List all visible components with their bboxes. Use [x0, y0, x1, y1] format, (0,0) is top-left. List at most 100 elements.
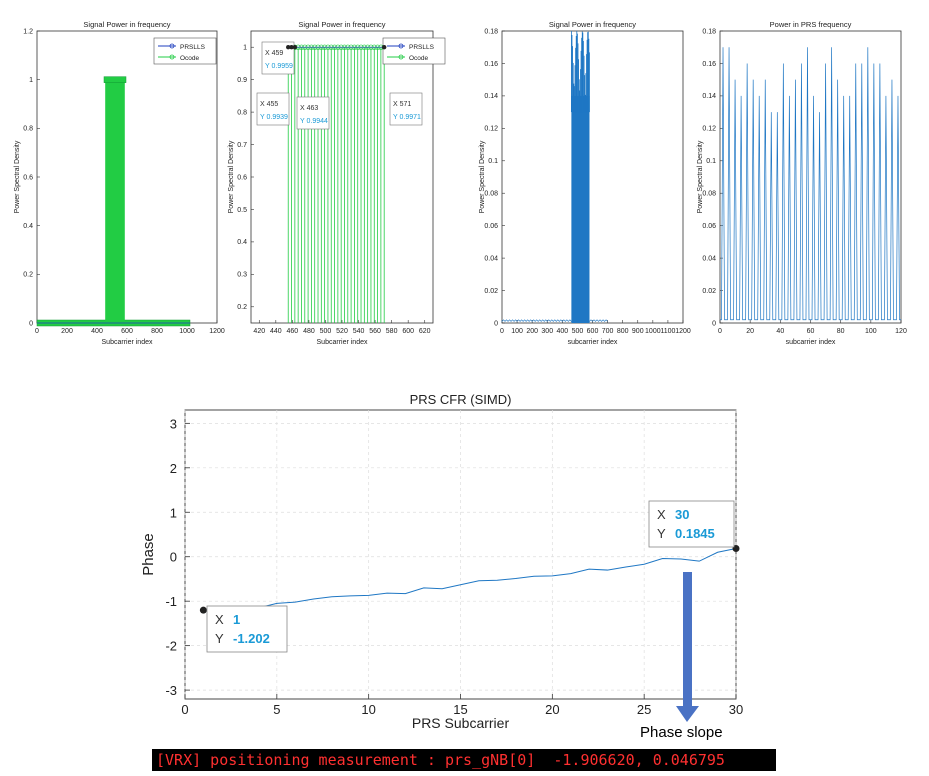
- datatip-x: X 571: [393, 101, 411, 108]
- datatip-marker: [381, 45, 387, 50]
- chart-title: Signal Power in frequency: [83, 20, 170, 29]
- x-tick-label: 5: [273, 702, 280, 717]
- plot-area: [36, 30, 218, 324]
- y-tick-label: 0.08: [484, 191, 498, 198]
- y-tick-label: 0.06: [484, 223, 498, 230]
- y-tick-label: 0: [712, 320, 716, 327]
- signal-band: [571, 95, 590, 323]
- y-tick-label: 0.02: [484, 288, 498, 295]
- x-tick-label: 600: [402, 328, 414, 335]
- x-axis-label: subcarrier index: [786, 339, 836, 346]
- y-tick-label: 1: [29, 77, 33, 84]
- plot-area: [250, 30, 434, 324]
- y-tick-label: 0.12: [702, 126, 716, 133]
- datatip-y: Y 0.9944: [300, 118, 328, 125]
- prs-power-line: [720, 47, 901, 321]
- x-axis-label: PRS Subcarrier: [412, 715, 510, 731]
- x-tick-label: 600: [587, 328, 599, 335]
- datatip-box: [206, 605, 288, 653]
- x-axis-label: Subcarrier index: [317, 339, 368, 346]
- y-tick-label: 0.16: [484, 61, 498, 68]
- y-tick-label: 0.04: [484, 255, 498, 262]
- y-tick-label: 0.8: [23, 126, 33, 133]
- y-tick-label: 0.4: [23, 223, 33, 230]
- y-tick-label: -3: [165, 683, 177, 698]
- signal-noise-floor: [501, 319, 608, 323]
- datatip-marker: [286, 45, 291, 50]
- datatip-box: [256, 92, 290, 126]
- x-tick-label: 0: [181, 702, 188, 717]
- y-tick-label: 0.14: [484, 93, 498, 100]
- y-tick-label: 0.12: [484, 126, 498, 133]
- y-tick-label: -2: [165, 639, 177, 654]
- legend-marker: [398, 43, 404, 49]
- x-tick-label: 80: [837, 328, 845, 335]
- x-tick-label: 400: [91, 328, 103, 335]
- x-tick-label: 900: [632, 328, 644, 335]
- y-tick-label: 0.3: [237, 272, 247, 279]
- x-tick-label: 30: [729, 702, 743, 717]
- datatip-box: [296, 96, 330, 130]
- y-tick-label: 1.2: [23, 28, 33, 35]
- x-tick-label: 500: [572, 328, 584, 335]
- x-tick-label: 440: [270, 328, 282, 335]
- x-tick-label: 580: [386, 328, 398, 335]
- x-tick-label: 25: [637, 702, 651, 717]
- legend-marker: [169, 54, 175, 60]
- x-tick-label: 400: [556, 328, 568, 335]
- datatip-y: Y 0.9959: [265, 63, 293, 70]
- y-tick-label: 0.1: [488, 158, 498, 165]
- phase-slope-arrow-shaft: [683, 572, 692, 708]
- y-tick-label: 3: [170, 416, 177, 431]
- y-tick-label: 0.8: [237, 109, 247, 116]
- x-tick-label: 460: [287, 328, 299, 335]
- datatip-box: [648, 500, 735, 548]
- y-tick-label: 0.4: [237, 239, 247, 246]
- y-tick-label: 0.14: [702, 93, 716, 100]
- terminal-output: [VRX] positioning measurement : prs_gNB[…: [152, 749, 776, 771]
- datatip-box: [389, 92, 423, 126]
- x-tick-label: 800: [617, 328, 629, 335]
- x-tick-label: 100: [865, 328, 877, 335]
- y-tick-label: 1: [170, 505, 177, 520]
- y-tick-label: 0.2: [23, 272, 33, 279]
- y-axis-label: Power Spectral Density: [697, 140, 704, 213]
- y-axis-label: Power Spectral Density: [228, 140, 235, 213]
- x-tick-label: 520: [336, 328, 348, 335]
- datatip-x: X 463: [300, 105, 318, 112]
- y-axis-label: Phase: [140, 533, 157, 576]
- datatip-x-label: X: [657, 507, 666, 522]
- datatip-marker: [292, 45, 298, 50]
- x-tick-label: 1000: [645, 328, 661, 335]
- datatip-x: X 459: [265, 50, 283, 57]
- x-tick-label: 480: [303, 328, 315, 335]
- datatip-x-value: 30: [675, 507, 689, 522]
- x-tick-label: 200: [526, 328, 538, 335]
- y-tick-label: 0.6: [23, 174, 33, 181]
- y-tick-label: 0.2: [237, 304, 247, 311]
- x-tick-label: 40: [776, 328, 784, 335]
- datatip-x-label: X: [215, 612, 224, 627]
- x-tick-label: 100: [511, 328, 523, 335]
- datatip-y-label: Y: [657, 526, 666, 541]
- datatip-x-value: 1: [233, 612, 240, 627]
- y-tick-label: 0.9: [237, 77, 247, 84]
- y-axis-label: Power Spectral Density: [14, 140, 21, 213]
- legend-box: [382, 37, 446, 65]
- legend-label: PRSLLS: [180, 44, 206, 51]
- phase-line: [203, 548, 737, 612]
- x-axis-label: Subcarrier index: [102, 339, 153, 346]
- datatip-y-value: -1.202: [233, 631, 270, 646]
- x-tick-label: 20: [746, 328, 754, 335]
- y-tick-label: 0.04: [702, 255, 716, 262]
- datatip-y: Y 0.9971: [393, 114, 421, 121]
- y-tick-label: -1: [165, 594, 177, 609]
- y-tick-label: 0.18: [484, 28, 498, 35]
- legend-marker: [169, 43, 175, 49]
- y-tick-label: 0.7: [237, 142, 247, 149]
- legend-label: Ocode: [409, 55, 429, 62]
- x-tick-label: 0: [35, 328, 39, 335]
- plot-area: [719, 30, 902, 324]
- x-tick-label: 10: [361, 702, 375, 717]
